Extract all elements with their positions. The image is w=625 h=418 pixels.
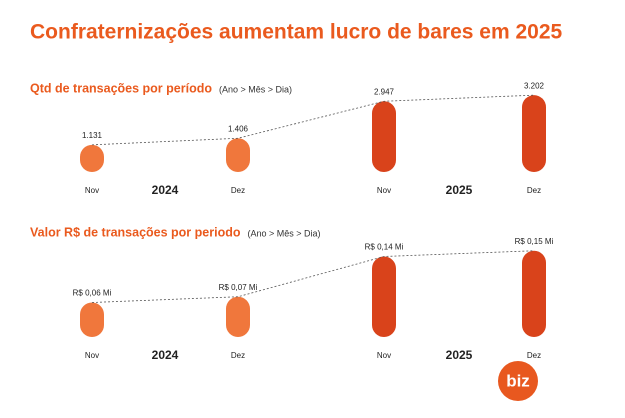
value-label: 1.406 <box>228 124 249 133</box>
chart-title: Valor R$ de transações por periodo <box>30 225 241 239</box>
value-label: 2.947 <box>374 87 395 96</box>
value-label: R$ 0,06 Mi <box>73 289 112 298</box>
x-tick-label: Dez <box>527 351 541 360</box>
value-label: R$ 0,14 Mi <box>365 243 404 252</box>
x-tick-label: Dez <box>231 186 245 195</box>
trend-line <box>91 250 535 303</box>
x-tick-label: Nov <box>377 186 391 195</box>
bar <box>226 138 250 172</box>
group-label: 2025 <box>446 348 473 362</box>
chart-title: Qtd de transações por período <box>30 81 212 95</box>
chart-subtitle: (Ano > Mês > Dia) <box>247 228 320 238</box>
bar <box>80 144 104 172</box>
value-label: 3.202 <box>524 81 545 90</box>
x-tick-label: Dez <box>231 351 245 360</box>
logo-badge <box>498 361 538 401</box>
bar <box>372 256 396 337</box>
x-tick-label: Nov <box>377 351 391 360</box>
bar <box>522 95 546 172</box>
value-label: 1.131 <box>82 131 103 140</box>
value-label: R$ 0,15 Mi <box>515 237 554 246</box>
trend-line <box>91 94 535 146</box>
x-tick-label: Dez <box>527 186 541 195</box>
group-label: 2024 <box>152 183 179 197</box>
group-label: 2024 <box>152 348 179 362</box>
x-tick-label: Nov <box>85 186 99 195</box>
value-label: R$ 0,07 Mi <box>219 283 258 292</box>
logo: biz <box>506 371 530 390</box>
bar <box>522 250 546 337</box>
group-label: 2025 <box>446 183 473 197</box>
bar <box>372 101 396 172</box>
x-tick-label: Nov <box>85 351 99 360</box>
page-title: Confraternizações aumentam lucro de bare… <box>30 21 563 44</box>
chart-subtitle: (Ano > Mês > Dia) <box>219 84 292 94</box>
bar <box>226 296 250 337</box>
bar <box>80 302 104 337</box>
